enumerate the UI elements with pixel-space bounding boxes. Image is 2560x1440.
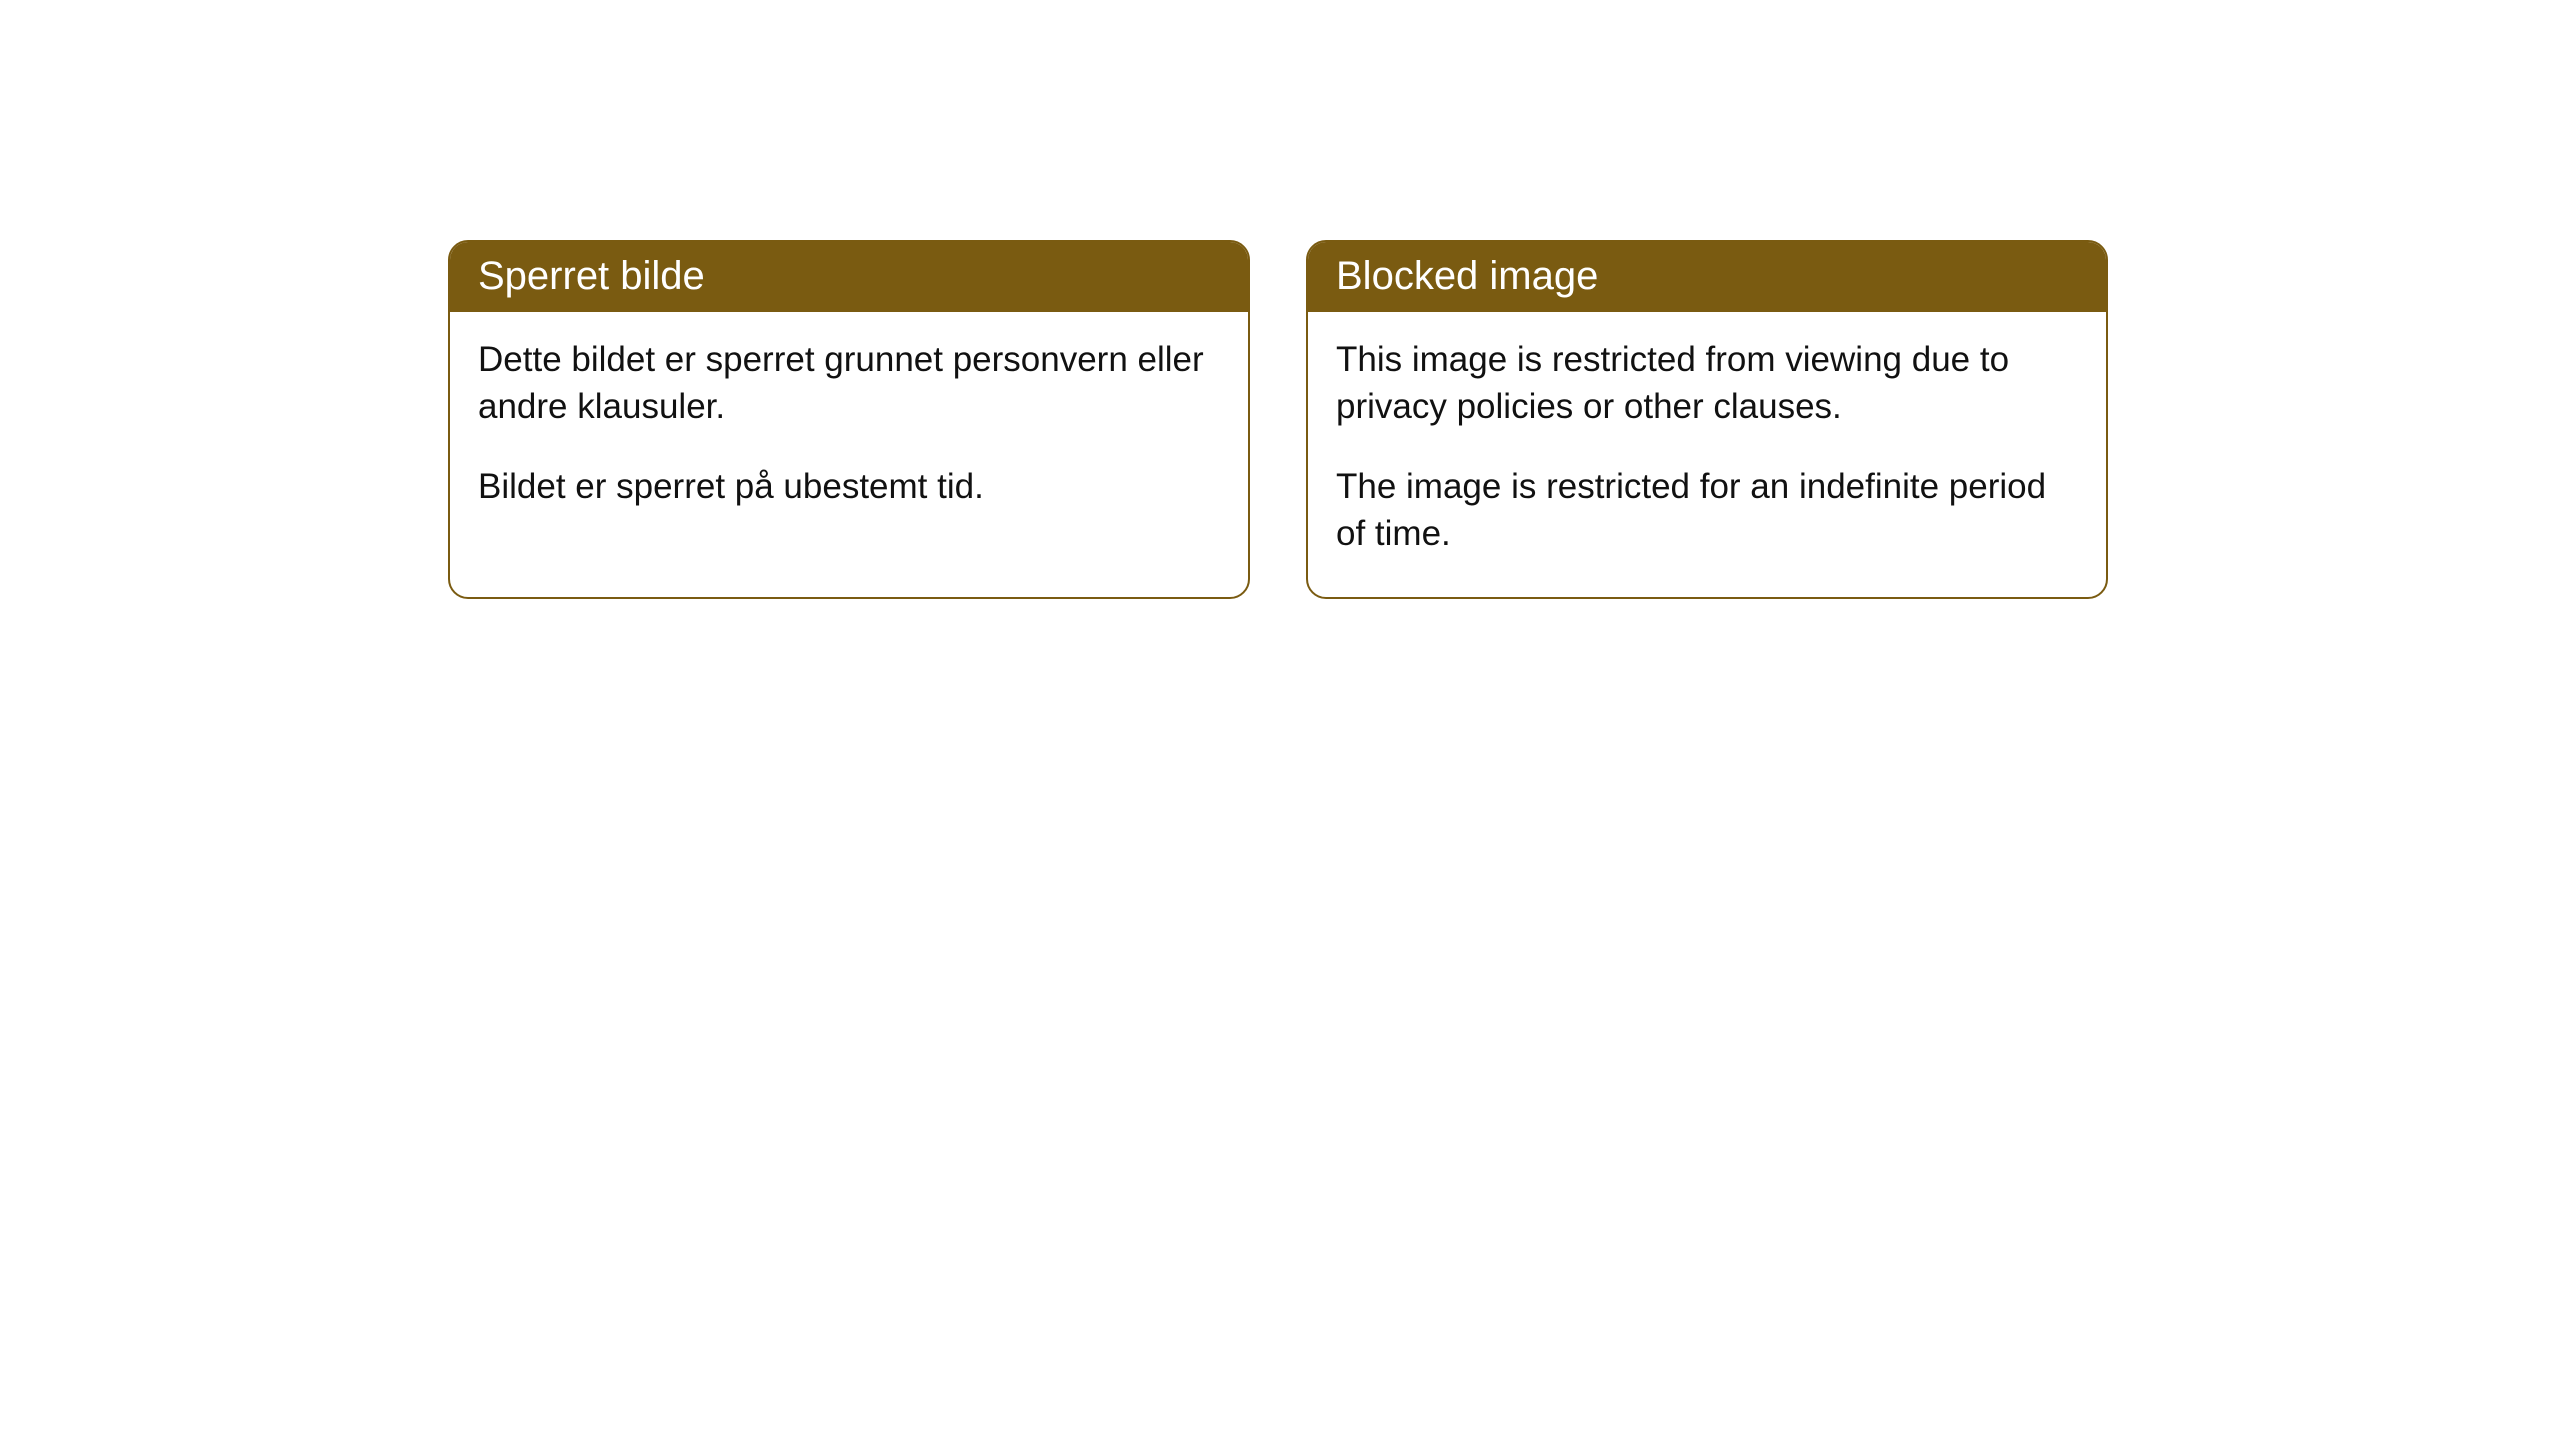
card-header: Sperret bilde [450,242,1248,312]
blocked-image-card-english: Blocked image This image is restricted f… [1306,240,2108,599]
card-paragraph: Bildet er sperret på ubestemt tid. [478,463,1220,510]
card-body: Dette bildet er sperret grunnet personve… [450,312,1248,550]
card-header: Blocked image [1308,242,2106,312]
card-paragraph: This image is restricted from viewing du… [1336,336,2078,431]
cards-container: Sperret bilde Dette bildet er sperret gr… [0,0,2560,599]
card-paragraph: The image is restricted for an indefinit… [1336,463,2078,558]
card-paragraph: Dette bildet er sperret grunnet personve… [478,336,1220,431]
blocked-image-card-norwegian: Sperret bilde Dette bildet er sperret gr… [448,240,1250,599]
card-body: This image is restricted from viewing du… [1308,312,2106,597]
